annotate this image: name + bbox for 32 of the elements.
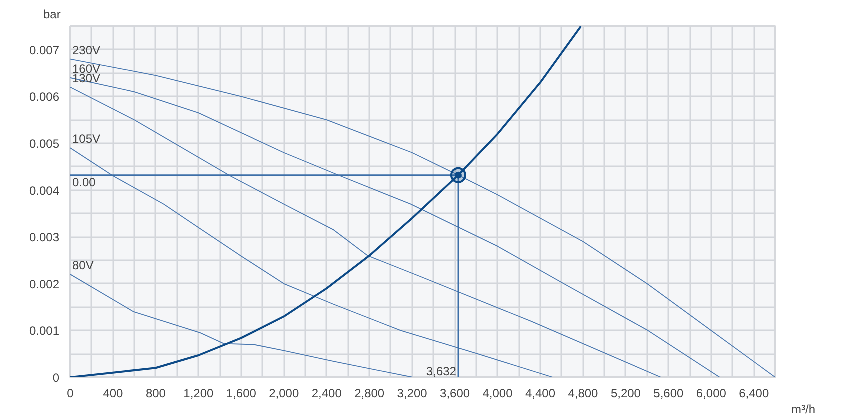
y-tick-label: 0 <box>52 371 60 385</box>
y-tick-label: 0.007 <box>29 43 60 58</box>
x-tick-label: 400 <box>103 386 124 400</box>
x-tick-label: 4,000 <box>482 386 514 400</box>
x-tick-label: 2,400 <box>312 386 342 400</box>
x-tick-label: 1,200 <box>184 386 214 400</box>
y-tick-label: 0.001 <box>29 324 60 338</box>
x-tick-label: 0 <box>67 386 74 400</box>
x-tick-label: 3,600 <box>440 386 470 400</box>
annotation: 3,632 <box>426 364 457 378</box>
x-tick-label: 4,400 <box>525 386 556 400</box>
x-axis-title: m³/h <box>792 402 816 416</box>
y-tick-label: 0.003 <box>29 230 60 245</box>
series-label: 230V <box>72 43 101 58</box>
annotation: 0.00 <box>72 175 96 190</box>
x-tick-label: 800 <box>146 386 166 400</box>
y-tick-label: 0.004 <box>29 184 60 198</box>
x-tick-label: 2,800 <box>354 386 385 400</box>
x-tick-label: 6,000 <box>696 386 727 400</box>
series-label: 80V <box>72 258 94 273</box>
series-label: 105V <box>72 132 101 146</box>
y-tick-label: 0.002 <box>29 277 60 292</box>
x-tick-label: 5,600 <box>654 386 684 400</box>
x-tick-label: 3,200 <box>397 386 428 400</box>
x-tick-label: 4,800 <box>568 386 599 400</box>
x-tick-label: 5,200 <box>610 386 642 400</box>
x-tick-label: 2,000 <box>269 386 300 400</box>
y-tick-label: 0.005 <box>29 137 60 151</box>
x-tick-label: 1,600 <box>226 386 257 400</box>
y-tick-label: 0.006 <box>29 90 60 104</box>
x-tick-label: 6,400 <box>739 386 770 400</box>
y-axis-title: bar <box>44 8 61 22</box>
